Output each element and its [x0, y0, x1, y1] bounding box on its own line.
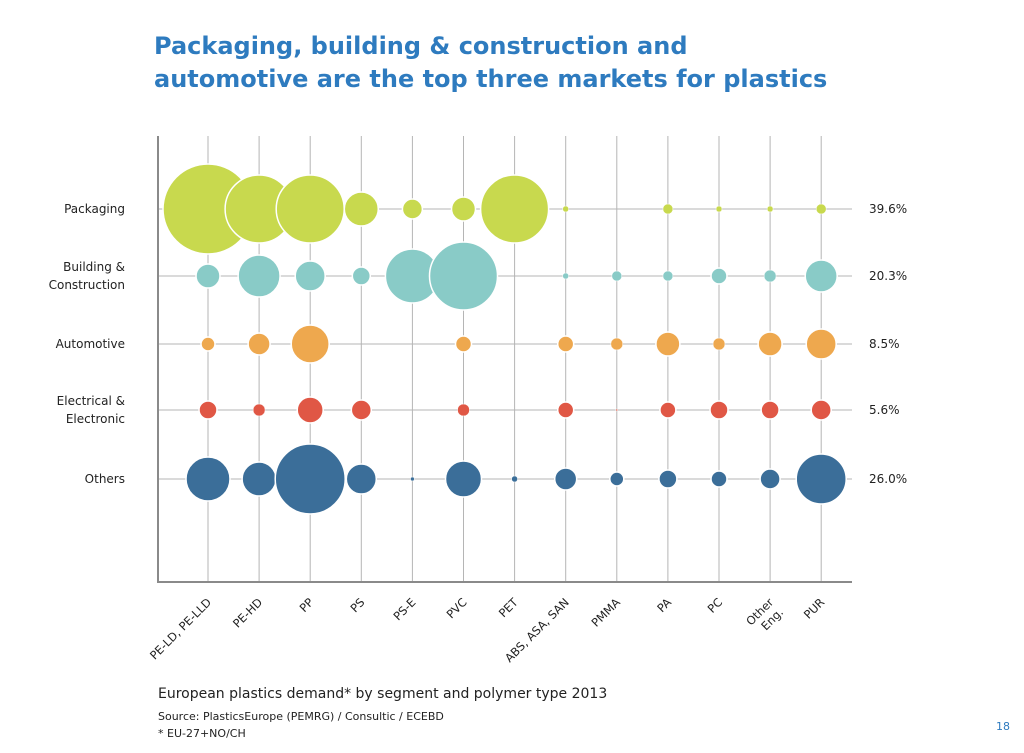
x-tick-label: PC: [705, 595, 725, 615]
bubble: [804, 259, 838, 293]
bubble: [444, 460, 483, 498]
bubble: [195, 263, 221, 289]
bubble: [296, 396, 324, 424]
bubble: [479, 174, 550, 244]
chart-title-line-1: Packaging, building & construction and: [154, 32, 688, 60]
bubble: [659, 401, 677, 419]
bubble: [294, 260, 326, 292]
bubble: [351, 266, 372, 286]
bubble: [810, 399, 832, 421]
bubble: [766, 205, 774, 213]
bubble: [410, 476, 415, 482]
row-share-label: 20.3%: [869, 269, 907, 283]
bubble: [343, 191, 380, 227]
row-label: Packaging: [64, 202, 125, 216]
bubble: [655, 331, 681, 357]
row-label: Electronic: [66, 412, 125, 426]
bubble: [290, 324, 330, 364]
bubble: [795, 453, 847, 505]
chart-title: Packaging, building & construction and a…: [154, 30, 827, 96]
chart-title-line-2: automotive are the top three markets for…: [154, 65, 828, 93]
bubble: [185, 456, 231, 502]
bubble: [556, 401, 575, 419]
bubble: [662, 203, 674, 215]
x-tick-label: PVC: [444, 595, 470, 621]
bubble: [757, 331, 783, 357]
bubble: [715, 205, 723, 213]
row-share-label: 8.5%: [869, 337, 900, 351]
bubble: [805, 328, 837, 360]
bubble: [760, 400, 780, 420]
bubble: [611, 270, 623, 282]
bubble: [247, 332, 271, 356]
bubble: [615, 408, 619, 412]
bubble: [815, 203, 827, 215]
bubble: [450, 196, 477, 222]
bubble: [710, 470, 728, 488]
bubble: [275, 174, 345, 244]
row-share-label: 5.6%: [869, 403, 900, 417]
row-label: Automotive: [56, 337, 125, 351]
x-tick-label: PET: [496, 595, 522, 621]
bubble: [662, 270, 674, 282]
row-share-label: 26.0%: [869, 472, 907, 486]
x-tick-label: OtherEng.: [743, 595, 786, 638]
bubble: [241, 461, 277, 497]
bubble: [350, 399, 373, 421]
bubble: [200, 336, 216, 352]
chart-caption: European plastics demand* by segment and…: [158, 686, 608, 702]
row-label: Electrical &: [57, 394, 125, 408]
source-note: Source: PlasticsEurope (PEMRG) / Consult…: [158, 710, 444, 723]
x-tick-label: PS-E: [390, 595, 418, 623]
footnote: * EU-27+NO/CH: [158, 727, 246, 740]
bubble: [562, 205, 569, 213]
bubble: [763, 269, 777, 283]
bubble: [609, 471, 625, 487]
x-tick-label: PUR: [801, 595, 827, 621]
bubble: [511, 475, 518, 483]
x-tick-label: PE-HD: [230, 595, 265, 630]
bubble: [252, 403, 266, 417]
row-label: Building &: [63, 260, 125, 274]
bubble: [401, 198, 424, 220]
bubble: [709, 400, 729, 420]
bubble: [454, 335, 473, 353]
row-label: Construction: [49, 278, 125, 292]
x-tick-label: PA: [654, 595, 674, 615]
bubble: [712, 337, 726, 351]
bubble: [237, 254, 281, 298]
page-number: 18: [996, 720, 1010, 733]
bubble: [710, 267, 728, 285]
bubble: [274, 443, 346, 515]
bubble: [428, 241, 499, 311]
bubble: [553, 467, 578, 491]
bubble: [345, 463, 378, 495]
bubble: [759, 468, 781, 490]
bubble: [562, 272, 569, 280]
row-label: Others: [85, 472, 125, 486]
bubble: [198, 400, 218, 420]
bubble: [658, 469, 678, 489]
x-tick-label: PMMA: [589, 595, 623, 629]
bubble: [457, 403, 470, 417]
bubble: [556, 335, 575, 353]
x-tick-label: PS: [347, 595, 367, 615]
row-share-label: 39.6%: [869, 202, 907, 216]
x-tick-label: PE-LD, PE-LLD: [147, 595, 214, 662]
bubble: [610, 337, 624, 351]
x-tick-label: PP: [297, 595, 317, 615]
